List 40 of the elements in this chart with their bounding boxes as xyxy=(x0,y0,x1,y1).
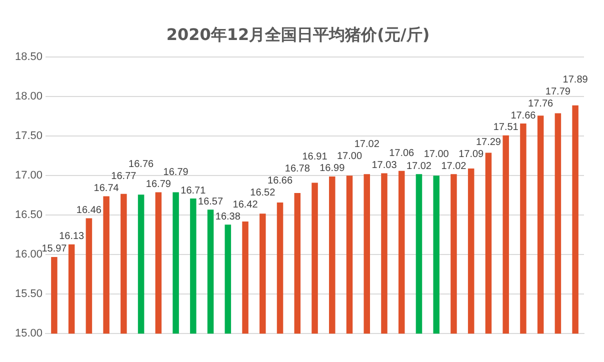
data-label: 16.13 xyxy=(59,231,85,242)
y-tick-label: 18.00 xyxy=(14,90,43,103)
data-label: 16.76 xyxy=(128,158,154,170)
y-tick-label: 17.00 xyxy=(14,170,43,182)
data-label: 17.03 xyxy=(372,160,398,172)
data-label: 17.02 xyxy=(406,160,432,172)
data-label: 16.78 xyxy=(284,163,310,174)
data-label: 17.29 xyxy=(476,136,502,148)
data-label: 17.06 xyxy=(389,148,415,160)
data-label: 16.79 xyxy=(163,166,189,178)
data-label: 17.76 xyxy=(528,98,554,110)
data-label: 17.02 xyxy=(441,160,467,172)
data-label: 16.74 xyxy=(94,182,120,194)
data-label: 16.99 xyxy=(320,163,346,174)
data-label: 17.89 xyxy=(562,74,588,86)
data-label: 16.77 xyxy=(111,170,137,182)
y-tick-label: 15.50 xyxy=(14,288,43,300)
data-label: 16.71 xyxy=(180,185,206,196)
data-label: 17.02 xyxy=(354,139,380,150)
data-label: 16.79 xyxy=(146,178,172,190)
data-label: 16.52 xyxy=(250,187,276,198)
data-label: 17.51 xyxy=(493,122,519,134)
data-label: 17.09 xyxy=(458,148,484,160)
data-label: 16.66 xyxy=(268,175,293,186)
y-tick-label: 16.00 xyxy=(14,248,43,261)
data-label: 16.57 xyxy=(198,196,224,208)
data-label: 17.00 xyxy=(424,148,450,160)
data-label: 17.79 xyxy=(545,86,571,98)
y-tick-label: 15.00 xyxy=(14,328,43,340)
data-label: 16.91 xyxy=(302,151,328,162)
y-tick-label: 17.50 xyxy=(14,130,43,142)
data-label: 16.38 xyxy=(215,211,241,222)
y-tick-label: 16.50 xyxy=(14,209,43,222)
data-label: 16.42 xyxy=(232,199,258,210)
chart-title: 2020年12月全国日平均猪价(元/斤) xyxy=(166,24,430,44)
data-label: 17.66 xyxy=(510,110,536,122)
y-tick-label: 18.50 xyxy=(14,51,43,64)
data-label: 15.97 xyxy=(42,244,68,255)
data-label: 16.46 xyxy=(76,205,102,216)
data-label: 17.00 xyxy=(336,151,362,162)
